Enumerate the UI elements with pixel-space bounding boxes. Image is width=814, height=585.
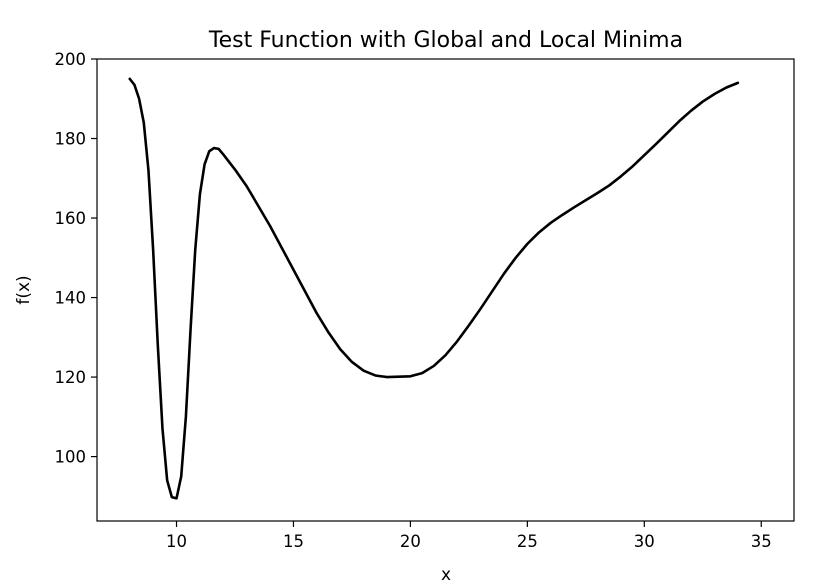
x-tick-label: 10	[166, 532, 187, 551]
x-tick-label: 35	[751, 532, 772, 551]
axes-frame	[96, 58, 795, 522]
y-tick-label: 120	[55, 368, 87, 387]
x-tick-label: 15	[283, 532, 304, 551]
x-axis-label: x	[441, 565, 451, 585]
y-tick-label: 160	[55, 209, 87, 228]
x-tick-label: 20	[400, 532, 421, 551]
series-line-f-x	[128, 77, 740, 500]
y-tick-label: 200	[55, 50, 87, 69]
x-axis-ticks: 10 15 20 25 30 35	[166, 521, 772, 551]
y-tick-label: 140	[55, 289, 87, 308]
y-tick-label: 100	[55, 448, 87, 467]
x-tick-label: 25	[517, 532, 538, 551]
y-axis-ticks: 100 120 140 160 180 200	[55, 50, 97, 467]
chart-title: Test Function with Global and Local Mini…	[208, 28, 683, 53]
x-tick-label: 30	[634, 532, 655, 551]
y-axis-label: f(x)	[14, 275, 34, 304]
plot-area	[96, 58, 795, 522]
y-tick-label: 180	[55, 130, 87, 149]
